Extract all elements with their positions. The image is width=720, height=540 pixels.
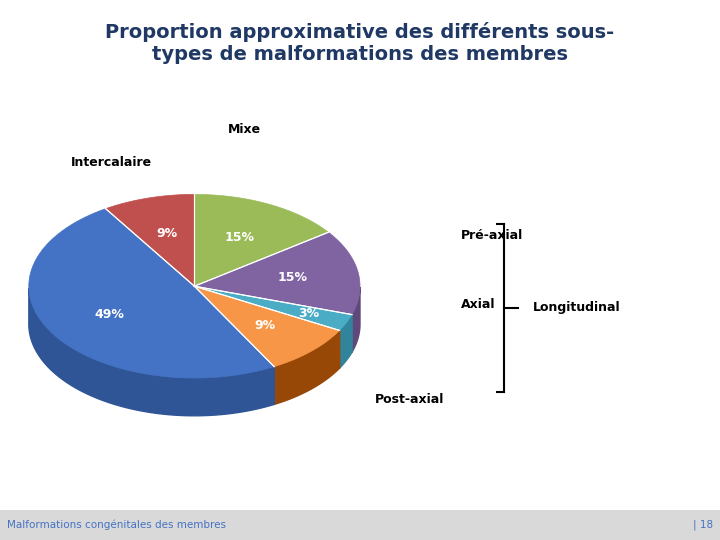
Text: Longitudinal: Longitudinal [533,301,621,314]
Polygon shape [29,288,274,416]
Text: 9%: 9% [254,319,275,332]
Polygon shape [194,286,352,353]
Polygon shape [352,287,360,353]
Polygon shape [274,330,340,404]
Polygon shape [194,286,274,404]
Polygon shape [194,286,352,353]
Polygon shape [29,208,274,378]
Text: Axial: Axial [461,298,495,311]
Polygon shape [194,286,340,368]
Text: 3%: 3% [298,307,319,320]
Text: Intercalaire: Intercalaire [71,156,152,168]
Text: Mixe: Mixe [228,123,261,136]
Polygon shape [194,286,274,404]
Polygon shape [194,286,340,368]
Text: 15%: 15% [225,231,254,244]
Text: 9%: 9% [156,227,177,240]
Text: | 18: | 18 [693,520,713,530]
Polygon shape [194,232,360,315]
Text: 15%: 15% [277,271,307,284]
Polygon shape [340,315,352,368]
Polygon shape [106,194,194,286]
FancyBboxPatch shape [0,510,720,540]
Text: Malformations congénitales des membres: Malformations congénitales des membres [7,520,226,530]
Polygon shape [194,286,340,367]
Text: Pré-axial: Pré-axial [461,229,523,242]
Polygon shape [194,286,352,330]
Text: Post-axial: Post-axial [374,393,444,406]
Polygon shape [194,194,328,286]
Text: 49%: 49% [94,308,124,321]
Text: Proportion approximative des différents sous-
types de malformations des membres: Proportion approximative des différents … [105,22,615,64]
